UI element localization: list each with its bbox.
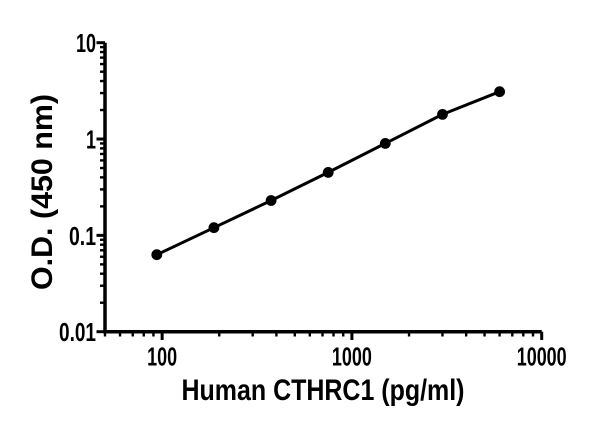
y-tick-label: 1 [86,125,96,155]
axis-line [103,42,542,334]
y-tick-label: 0.01 [59,317,96,347]
axes [103,42,542,334]
data-points [151,86,505,261]
data-point [437,109,448,120]
data-point [322,167,334,178]
x-tick-label: 1000 [332,342,372,372]
data-point [151,249,163,261]
data-point [494,86,505,98]
data-point [379,138,391,149]
y-tick-label: 0.1 [69,221,96,251]
x-tick-label: 100 [147,342,177,372]
x-axis-title: Human CTHRC1 (pg/ml) [182,374,465,407]
data-point [208,222,220,234]
y-axis-title: O.D. (450 nm) [26,94,59,290]
data-point [265,195,277,206]
y-tick-label: 10 [76,28,96,58]
axis-ticks [96,41,544,340]
x-tick-label: 10000 [517,342,567,372]
tick-labels: 100 1000 10000 10 1 0.1 0.01 [59,28,567,371]
